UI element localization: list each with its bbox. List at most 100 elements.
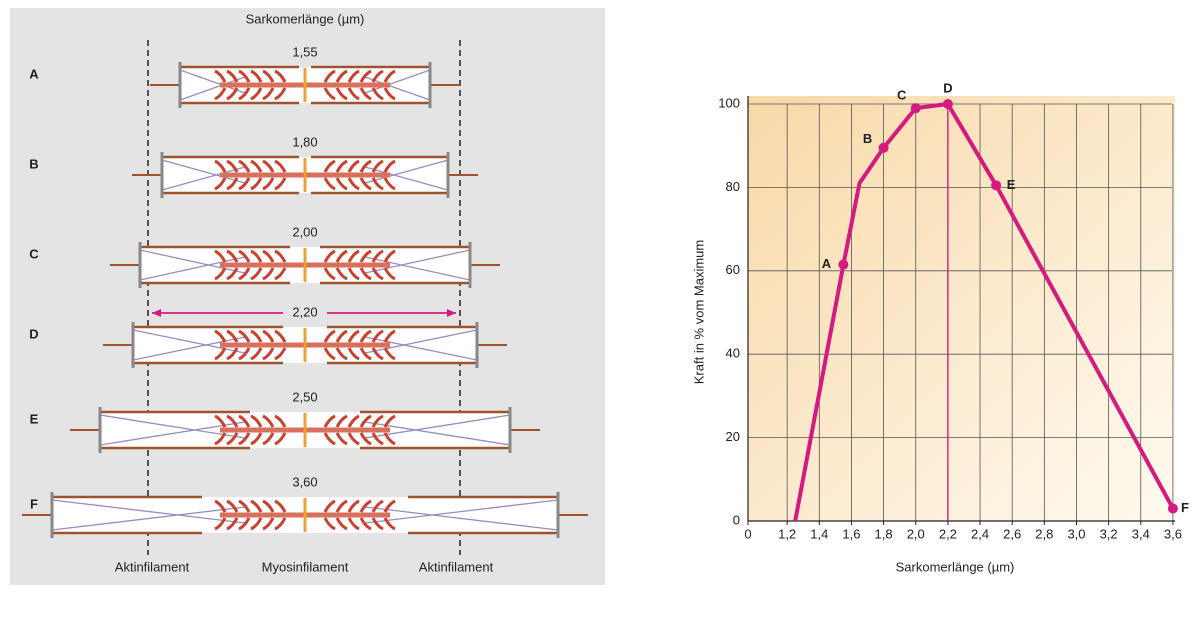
myosin-head — [323, 329, 336, 343]
myosin-head — [262, 432, 275, 446]
point — [838, 259, 849, 270]
myosin-head — [226, 267, 239, 281]
sarcomere-length: 3,60 — [292, 474, 317, 489]
myosin-head — [383, 87, 396, 101]
titin — [179, 76, 246, 101]
sarcomere: 2,50 E — [30, 389, 540, 453]
sarcomere: 1,55 A — [29, 44, 460, 108]
point — [991, 180, 1002, 191]
myosin-head — [371, 267, 384, 281]
bottom-label: Myosinfilament — [262, 559, 349, 574]
myosin-head — [371, 347, 384, 361]
y-tick-label: 0 — [733, 512, 740, 527]
y-tick-label: 60 — [726, 262, 740, 277]
myosin-head — [238, 432, 251, 446]
myosin-head — [383, 267, 396, 281]
myosin-head — [238, 69, 251, 83]
y-tick-label: 100 — [718, 95, 740, 110]
myosin-head — [359, 347, 372, 361]
myosin-head — [335, 177, 348, 191]
myosin-head — [214, 87, 227, 101]
myosin-head — [214, 517, 227, 531]
myosin-head — [323, 159, 336, 173]
y-tick-label: 80 — [726, 179, 740, 194]
myosin-head — [347, 159, 360, 173]
myosin-head — [262, 329, 275, 343]
myosin-head — [226, 87, 239, 101]
myosin-head — [335, 517, 348, 531]
myosin-head — [262, 347, 275, 361]
myosin-head — [323, 432, 336, 446]
titin — [364, 329, 478, 354]
myosin-head — [274, 69, 287, 83]
myosin-head — [383, 159, 396, 173]
myosin-head — [226, 517, 239, 531]
myosin-head — [359, 517, 372, 531]
x-tick-label: 3,6 — [1164, 526, 1182, 541]
x-tick-label: 1,2 — [778, 526, 796, 541]
myosin-head — [226, 432, 239, 446]
myosin-head — [359, 499, 372, 513]
myosin-head — [371, 517, 384, 531]
y-tick-label: 40 — [726, 346, 740, 361]
point — [910, 103, 921, 114]
point-label: C — [897, 88, 907, 103]
titin — [139, 256, 246, 281]
myosin-head — [214, 347, 227, 361]
x-tick-label: 3,0 — [1067, 526, 1085, 541]
myosin-head — [214, 249, 227, 263]
myosin-head — [226, 499, 239, 513]
myosin-head — [262, 267, 275, 281]
bottom-label: Aktinfilament — [115, 559, 190, 574]
myosin-head — [335, 69, 348, 83]
line — [793, 102, 1175, 522]
myosin-head — [274, 329, 287, 343]
sarcomere-length: 1,80 — [292, 134, 317, 149]
myosin-head — [226, 177, 239, 191]
x-tick-label: 1,4 — [810, 526, 828, 541]
myosin-head — [323, 177, 336, 191]
myosin-head — [371, 432, 384, 446]
myosin-head — [323, 267, 336, 281]
label-bg — [283, 304, 327, 322]
titin — [99, 421, 246, 446]
myosin-head — [371, 87, 384, 101]
myosin-head — [347, 249, 360, 263]
myosin-head — [359, 414, 372, 428]
myosin-head — [274, 267, 287, 281]
sarcomere-length: 1,55 — [292, 44, 317, 59]
titin — [364, 249, 471, 274]
myosin-head — [238, 517, 251, 531]
titin — [161, 166, 246, 191]
plot-background — [748, 96, 1175, 521]
myosin-head — [359, 177, 372, 191]
myosin-head — [274, 414, 287, 428]
myosin-head — [371, 177, 384, 191]
titin — [364, 414, 511, 439]
x-tick-label: 2,8 — [1035, 526, 1053, 541]
titin — [51, 499, 246, 524]
myosin-head — [323, 87, 336, 101]
diagram-background — [10, 8, 605, 585]
myosin-head — [359, 329, 372, 343]
myosin-head — [238, 159, 251, 173]
row-label: B — [29, 156, 38, 171]
myosin-head — [238, 414, 251, 428]
myosin-head — [371, 69, 384, 83]
myosin-head — [274, 517, 287, 531]
myosin-head — [214, 414, 227, 428]
titin — [364, 76, 431, 101]
myosin-head — [359, 87, 372, 101]
myosin-head — [214, 329, 227, 343]
titin — [132, 329, 246, 354]
myosin-head — [226, 69, 239, 83]
x-tick-label: 2,6 — [1003, 526, 1021, 541]
myosin-head — [335, 87, 348, 101]
x-tick-label: 0 — [744, 526, 751, 541]
point-label: B — [863, 131, 872, 146]
myosin-head — [250, 499, 263, 513]
sarcomere-rows: 1,55 A 1,80 B 2,00 C 2,20 D 2,50 E 3,60 F — [22, 44, 588, 538]
titin — [364, 499, 559, 524]
y-axis-title: Kraft in % vom Maximum — [691, 240, 706, 384]
